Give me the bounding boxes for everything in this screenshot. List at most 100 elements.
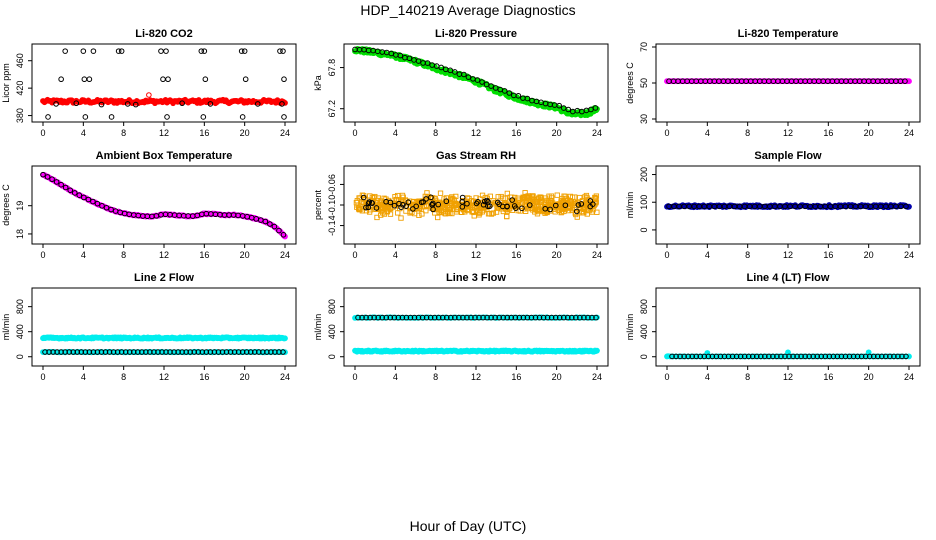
data-point bbox=[223, 349, 230, 355]
data-point bbox=[410, 206, 416, 212]
data-point bbox=[842, 353, 849, 360]
data-point bbox=[81, 194, 87, 201]
data-point bbox=[282, 99, 288, 106]
x-tick-label: 0 bbox=[664, 250, 669, 260]
data-point bbox=[387, 199, 394, 206]
data-point bbox=[399, 314, 406, 321]
panel-ylabel: percent bbox=[313, 189, 323, 220]
data-point bbox=[159, 349, 165, 355]
data-point bbox=[238, 48, 245, 54]
x-tick-label: 0 bbox=[664, 372, 669, 382]
data-point bbox=[818, 353, 825, 360]
x-tick-label: 12 bbox=[471, 128, 481, 138]
data-point bbox=[479, 79, 485, 85]
data-point bbox=[548, 193, 555, 199]
data-point bbox=[562, 202, 569, 209]
data-point bbox=[202, 76, 209, 83]
data-point bbox=[526, 202, 533, 208]
data-point bbox=[577, 314, 583, 321]
plot-frame bbox=[31, 165, 297, 245]
x-tick-label: 16 bbox=[199, 250, 209, 260]
data-point bbox=[562, 193, 568, 200]
data-point bbox=[697, 353, 704, 360]
data-point bbox=[58, 181, 64, 188]
data-point bbox=[504, 203, 510, 210]
data-point bbox=[260, 349, 266, 355]
data-point bbox=[693, 353, 700, 360]
x-tick-label: 12 bbox=[159, 372, 169, 382]
data-point bbox=[802, 353, 808, 360]
x-tick-label: 12 bbox=[783, 250, 793, 260]
data-point bbox=[685, 353, 691, 360]
data-point bbox=[467, 202, 473, 208]
data-point bbox=[567, 204, 573, 211]
data-point bbox=[492, 314, 498, 321]
data-point bbox=[163, 349, 169, 355]
data-point bbox=[67, 187, 74, 194]
x-tick-label: 4 bbox=[705, 250, 710, 260]
data-point bbox=[548, 314, 555, 321]
data-point bbox=[201, 48, 208, 54]
data-point bbox=[45, 114, 51, 120]
data-point bbox=[62, 184, 69, 191]
data-point bbox=[103, 204, 110, 211]
x-tick-label: 24 bbox=[280, 128, 290, 138]
data-point bbox=[54, 349, 60, 355]
data-point bbox=[466, 195, 472, 202]
data-point bbox=[62, 349, 68, 355]
y-tick-label: -0.14 bbox=[327, 215, 337, 236]
data-point bbox=[516, 314, 523, 321]
plot-frame bbox=[31, 43, 297, 123]
data-point bbox=[74, 349, 81, 355]
data-point bbox=[90, 198, 96, 205]
data-point bbox=[403, 203, 409, 209]
data-point bbox=[355, 314, 361, 321]
data-point bbox=[384, 208, 391, 214]
data-point bbox=[268, 349, 274, 355]
data-point bbox=[76, 192, 83, 199]
data-point bbox=[501, 88, 508, 94]
data-point bbox=[581, 314, 587, 321]
x-tick-label: 4 bbox=[393, 372, 398, 382]
data-point bbox=[146, 92, 152, 98]
data-point bbox=[547, 200, 553, 206]
data-point bbox=[73, 100, 80, 107]
data-point bbox=[749, 353, 756, 360]
data-point bbox=[151, 349, 157, 355]
data-point bbox=[903, 203, 909, 210]
data-point bbox=[810, 353, 817, 360]
data-point bbox=[583, 192, 590, 199]
x-tick-label: 8 bbox=[121, 250, 126, 260]
x-tick-label: 8 bbox=[745, 250, 750, 260]
x-tick-label: 24 bbox=[592, 372, 602, 382]
data-point bbox=[80, 48, 87, 54]
data-point bbox=[428, 194, 434, 201]
data-point bbox=[814, 353, 821, 360]
data-point bbox=[42, 349, 48, 355]
data-point bbox=[399, 192, 406, 199]
data-point bbox=[416, 212, 422, 218]
data-point bbox=[207, 101, 214, 107]
data-point bbox=[383, 314, 390, 321]
data-point bbox=[575, 202, 582, 208]
data-point bbox=[360, 194, 367, 201]
data-point bbox=[160, 76, 166, 83]
data-point bbox=[62, 48, 68, 54]
data-point bbox=[90, 349, 97, 355]
data-point bbox=[578, 201, 585, 207]
data-point bbox=[673, 353, 679, 360]
panel-ylabel: kPa bbox=[313, 75, 323, 91]
data-point bbox=[439, 314, 446, 321]
data-point bbox=[276, 349, 282, 355]
data-point bbox=[99, 203, 105, 209]
data-point bbox=[532, 314, 539, 321]
x-tick-label: 24 bbox=[280, 372, 290, 382]
data-point bbox=[500, 195, 506, 201]
x-tick-label: 4 bbox=[393, 128, 398, 138]
x-tick-label: 24 bbox=[904, 128, 914, 138]
data-point bbox=[544, 314, 551, 321]
data-point bbox=[854, 353, 861, 360]
data-point bbox=[50, 349, 56, 355]
y-tick-label: 400 bbox=[15, 324, 25, 339]
data-point bbox=[167, 349, 173, 355]
